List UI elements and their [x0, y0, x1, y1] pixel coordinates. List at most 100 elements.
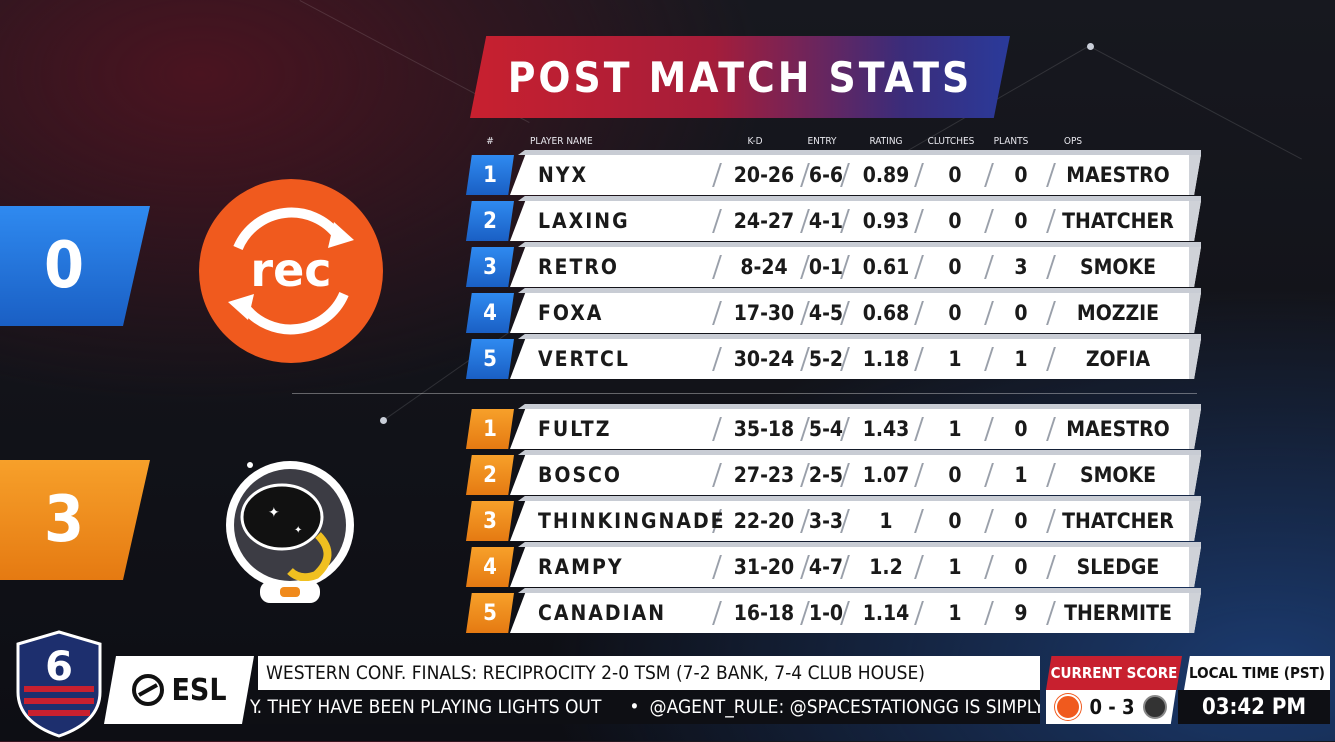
row-number: 2 — [466, 201, 514, 241]
ticker-social-text-a: Y. THEY HAVE BEEN PLAYING LIGHTS OUT — [250, 696, 602, 718]
player-row: 4 FOXA 17-30 4-5 0.68 0 0 MOZZIE — [466, 288, 1201, 333]
local-time: 03:42 PM — [1178, 690, 1330, 724]
row-body — [510, 293, 1201, 333]
ticker-headline: WESTERN CONF. FINALS: RECIPROCITY 2-0 TS… — [258, 656, 1040, 690]
cell-ops: MOZZIE — [1076, 301, 1160, 325]
cell-kd: 16-18 — [733, 601, 795, 625]
header-rating: RATING — [869, 136, 903, 147]
cell-entry: 0-1 — [808, 255, 844, 279]
row-number: 4 — [466, 293, 514, 333]
ticker-headline-text: WESTERN CONF. FINALS: RECIPROCITY 2-0 TS… — [266, 662, 925, 684]
cell-name: RETRO — [538, 255, 619, 279]
cell-kd: 35-18 — [733, 417, 795, 441]
bg-dot — [1087, 43, 1094, 50]
cell-entry: 4-1 — [808, 209, 844, 233]
team1-score: 0 — [43, 229, 85, 303]
rec-mini-icon — [1055, 694, 1082, 720]
row-body — [510, 547, 1201, 587]
row-body — [510, 409, 1201, 449]
header-player: PLAYER NAME — [530, 136, 593, 147]
cell-clutches: 0 — [948, 463, 962, 487]
cell-name: NYX — [538, 163, 589, 187]
row-shadow — [518, 334, 1201, 339]
ticker-social: Y. THEY HAVE BEEN PLAYING LIGHTS OUT • @… — [250, 690, 1040, 724]
svg-text:✦: ✦ — [268, 505, 280, 521]
cell-name: LAXING — [538, 209, 630, 233]
player-row: 5 VERTCL 30-24 5-2 1.18 1 1 ZOFIA — [466, 334, 1201, 379]
cell-plants: 3 — [1014, 255, 1028, 279]
ticker-social-text-b: @AGENT_RULE: @SPACESTATIONGG IS SIMPLY M… — [649, 696, 1040, 718]
player-row: 3 RETRO 8-24 0-1 0.61 0 3 SMOKE — [466, 242, 1201, 287]
title-banner — [470, 36, 1010, 118]
cell-rating: 0.93 — [862, 209, 910, 233]
cell-rating: 1.2 — [869, 555, 903, 579]
cell-plants: 1 — [1014, 347, 1028, 371]
esl-label: ESL — [171, 672, 227, 708]
cell-rating: 1.43 — [862, 417, 910, 441]
cell-kd: 27-23 — [733, 463, 795, 487]
row-shadow — [518, 242, 1201, 247]
cell-ops: SLEDGE — [1076, 555, 1160, 579]
column-headers: # PLAYER NAME K-D ENTRY RATING CLUTCHES … — [0, 136, 1335, 150]
header-kd: K-D — [747, 136, 763, 147]
player-row: 5 CANADIAN 16-18 1-0 1.14 1 9 THERMITE — [466, 588, 1201, 633]
cell-plants: 0 — [1014, 301, 1028, 325]
current-score: 0 - 3 — [1046, 690, 1176, 724]
row-number: 3 — [466, 501, 514, 541]
cell-rating: 0.68 — [862, 301, 910, 325]
row-number: 4 — [466, 547, 514, 587]
current-score-value: 0 - 3 — [1089, 695, 1135, 719]
cell-name: RAMPY — [538, 555, 624, 579]
header-num: # — [486, 136, 494, 147]
cell-ops: THATCHER — [1062, 209, 1174, 233]
team2-score-box: 3 — [0, 460, 150, 580]
header-clutches: CLUTCHES — [927, 136, 975, 147]
row-body — [510, 339, 1201, 379]
esl-logo: ESL — [104, 656, 254, 724]
header-plants: PLANTS — [993, 136, 1029, 147]
current-score-label: CURRENT SCORE — [1046, 656, 1182, 690]
cell-name: VERTCL — [538, 347, 630, 371]
cell-rating: 0.61 — [862, 255, 910, 279]
reciprocity-logo: rec — [198, 178, 384, 364]
cell-rating: 1.14 — [862, 601, 910, 625]
cell-rating: 1.07 — [862, 463, 910, 487]
row-number: 1 — [466, 409, 514, 449]
header-ops: OPS — [1063, 136, 1083, 147]
esl-mark-icon — [132, 674, 165, 706]
cell-entry: 3-3 — [808, 509, 844, 533]
svg-text:✦: ✦ — [294, 525, 302, 536]
row-body — [510, 593, 1201, 633]
cell-plants: 0 — [1014, 163, 1028, 187]
cell-kd: 8-24 — [740, 255, 788, 279]
row-shadow — [518, 196, 1201, 201]
cell-clutches: 1 — [948, 347, 962, 371]
cell-kd: 24-27 — [733, 209, 795, 233]
row-shadow — [518, 288, 1201, 293]
cell-plants: 0 — [1014, 509, 1028, 533]
cell-plants: 1 — [1014, 463, 1028, 487]
row-shadow — [518, 496, 1201, 501]
row-shadow — [518, 150, 1201, 155]
cell-name: BOSCO — [538, 463, 622, 487]
cell-ops: ZOFIA — [1085, 347, 1151, 371]
cell-ops: THATCHER — [1062, 509, 1174, 533]
cell-entry: 1-0 — [808, 601, 844, 625]
player-row: 1 FULTZ 35-18 5-4 1.43 1 0 MAESTRO — [466, 404, 1201, 449]
cell-plants: 0 — [1014, 417, 1028, 441]
row-shadow — [518, 542, 1201, 547]
cell-name: FOXA — [538, 301, 604, 325]
cell-clutches: 0 — [948, 509, 962, 533]
cell-ops: MAESTRO — [1066, 163, 1170, 187]
cell-name: THINKINGNADE — [538, 509, 726, 533]
header-entry: ENTRY — [807, 136, 837, 147]
cell-clutches: 1 — [948, 555, 962, 579]
cell-entry: 4-5 — [808, 301, 844, 325]
row-number: 1 — [466, 155, 514, 195]
cell-kd: 17-30 — [733, 301, 795, 325]
rainbow-six-logo: 6 — [14, 630, 104, 738]
local-time-label: LOCAL TIME (PST) — [1184, 656, 1330, 690]
cell-plants: 9 — [1014, 601, 1028, 625]
row-body — [510, 247, 1201, 287]
row-shadow — [518, 450, 1201, 455]
